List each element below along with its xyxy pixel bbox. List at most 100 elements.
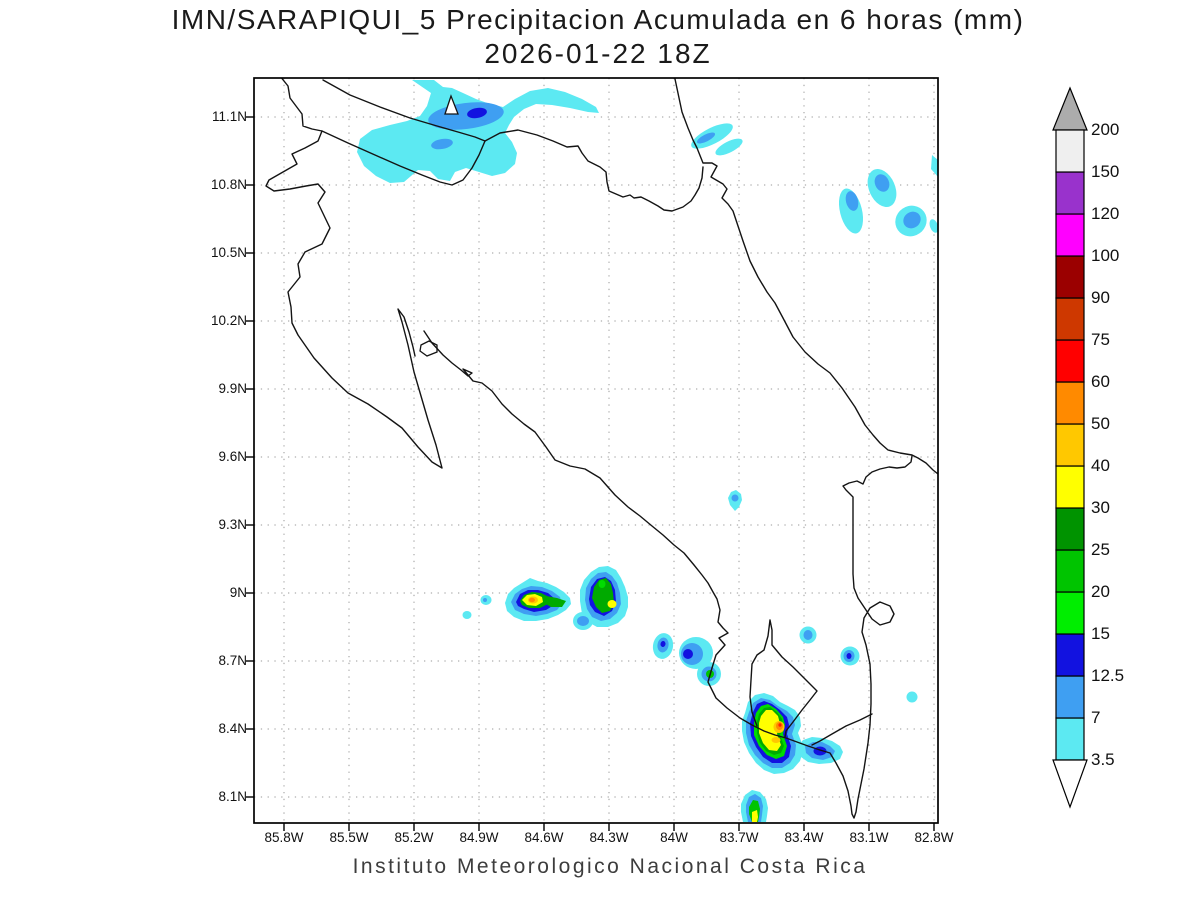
x-tick-label: 82.8W — [914, 830, 954, 845]
storm-cell-east-9n — [573, 566, 628, 630]
y-tick-label: 11.1N — [211, 109, 247, 124]
y-tick-label: 8.1N — [218, 789, 247, 804]
rain-contour-band — [357, 80, 599, 183]
rain-contour-band — [778, 723, 782, 727]
y-tick-label: 10.8N — [210, 177, 247, 192]
colorbar-level-label: 40 — [1091, 456, 1110, 475]
rain-contour-band — [731, 494, 739, 502]
colorbar-level-label: 200 — [1091, 120, 1120, 139]
golfo-dulce-shore — [811, 713, 873, 746]
y-tick-label: 9.6N — [218, 449, 247, 464]
nicaragua-pacific-and-nicoya-coast — [265, 78, 443, 469]
colorbar-cell — [1055, 129, 1085, 173]
caribbean-coast — [674, 78, 938, 475]
y-tick-label: 8.4N — [218, 721, 247, 736]
rain-blob-south-1 — [799, 626, 817, 644]
y-tick-label: 9.9N — [218, 381, 247, 396]
colorbar-under-arrow — [1052, 759, 1088, 809]
rain-contour-band — [845, 191, 859, 211]
colorbar-cell — [1055, 171, 1085, 215]
rain-contour-band — [931, 155, 938, 177]
x-tick-label: 83.4W — [784, 830, 824, 845]
colorbar-level-label: 20 — [1091, 582, 1110, 601]
map-outlines — [265, 78, 938, 819]
rain-contour-band — [846, 653, 852, 659]
rain-speck-west-2 — [462, 611, 472, 619]
rain-cluster-northeast-3 — [895, 205, 927, 237]
rain-contour-band — [431, 138, 453, 150]
x-tick-label: 84.9W — [459, 830, 499, 845]
colorbar-cell — [1055, 507, 1085, 551]
chira-island — [419, 340, 438, 357]
rain-contour-band — [683, 649, 693, 659]
colorbar-level-label: 25 — [1091, 540, 1110, 559]
rain-contour-band — [577, 616, 589, 626]
rain-area-northwest — [357, 80, 599, 183]
colorbar-cell — [1055, 297, 1085, 341]
storm-cell-west-9n — [505, 578, 571, 621]
osa-peninsula-wedge — [749, 619, 818, 738]
rain-streak-north-1 — [691, 123, 733, 149]
y-tick-label: 8.7N — [218, 653, 247, 668]
rain-contour-band — [771, 737, 781, 743]
rain-cluster-northeast-2 — [867, 168, 897, 208]
rain-contour-band — [752, 810, 758, 822]
colorbar-level-label: 7 — [1091, 708, 1101, 727]
rain-blob-south-2 — [840, 646, 860, 666]
plot-frame — [253, 77, 939, 824]
rain-contour-band — [715, 138, 743, 156]
y-tick-label: 9N — [229, 585, 247, 600]
colorbar-level-label: 50 — [1091, 414, 1110, 433]
rain-speck-west-1 — [480, 595, 492, 605]
colorbar-cell — [1055, 591, 1085, 635]
rain-dot-southeast-edge — [906, 691, 918, 703]
rain-contour-band — [696, 132, 716, 144]
colorbar-cell — [1055, 339, 1085, 383]
colorbar-cell — [1055, 255, 1085, 299]
colorbar-level-label: 100 — [1091, 246, 1120, 265]
plot-title: IMN/SARAPIQUI_5 Precipitacion Acumulada … — [171, 4, 1025, 35]
colorbar-level-label: 3.5 — [1091, 750, 1115, 769]
colorbar-cell — [1055, 423, 1085, 467]
colorbar-level-label: 15 — [1091, 624, 1110, 643]
colorbar-level-label: 150 — [1091, 162, 1120, 181]
colorbar-cell — [1055, 717, 1085, 761]
rain-contour-band — [803, 630, 813, 640]
colorbar-cell — [1055, 633, 1085, 677]
x-tick-label: 84W — [660, 830, 688, 845]
storm-cell-bottom-edge — [741, 790, 768, 822]
colorbar-cell — [1055, 465, 1085, 509]
rain-coastal-pair-upper — [679, 637, 713, 669]
rain-contour-band — [903, 211, 921, 229]
colorbar-cell — [1055, 549, 1085, 593]
colorbar-level-label: 90 — [1091, 288, 1110, 307]
colorbar-cell — [1055, 381, 1085, 425]
colorbar-level-label: 12.5 — [1091, 666, 1125, 685]
rain-spot-943n — [728, 490, 742, 511]
rain-sliver-east-edge-1 — [931, 155, 938, 177]
colorbar-level-label: 30 — [1091, 498, 1110, 517]
san-juan-river-border — [484, 129, 704, 212]
rain-contour-band — [483, 598, 487, 602]
rain-contour-band — [874, 174, 890, 192]
x-tick-label: 85.2W — [394, 830, 434, 845]
plot-datetime: 2026-01-22 18Z — [484, 38, 712, 69]
rain-contour-band — [906, 691, 918, 703]
colorbar-cell — [1055, 213, 1085, 257]
x-tick-label: 84.6W — [524, 830, 564, 845]
rain-blob-87n — [652, 633, 674, 659]
x-tick-label: 85.8W — [264, 830, 304, 845]
colorbar-level-label: 60 — [1091, 372, 1110, 391]
precipitation-shading — [357, 80, 938, 822]
rain-contour-band — [929, 219, 938, 233]
rain-contour-band — [467, 107, 487, 119]
y-tick-label: 9.3N — [218, 517, 247, 532]
rain-contour-band — [607, 600, 617, 608]
gulf-east-shore-and-south-coast — [423, 330, 913, 819]
nicaragua-border — [321, 130, 486, 186]
rain-coastal-pair-lower — [697, 662, 721, 686]
x-tick-label: 83.1W — [849, 830, 889, 845]
rain-streak-north-2 — [715, 138, 743, 156]
lake-nicaragua-shore — [322, 79, 486, 142]
